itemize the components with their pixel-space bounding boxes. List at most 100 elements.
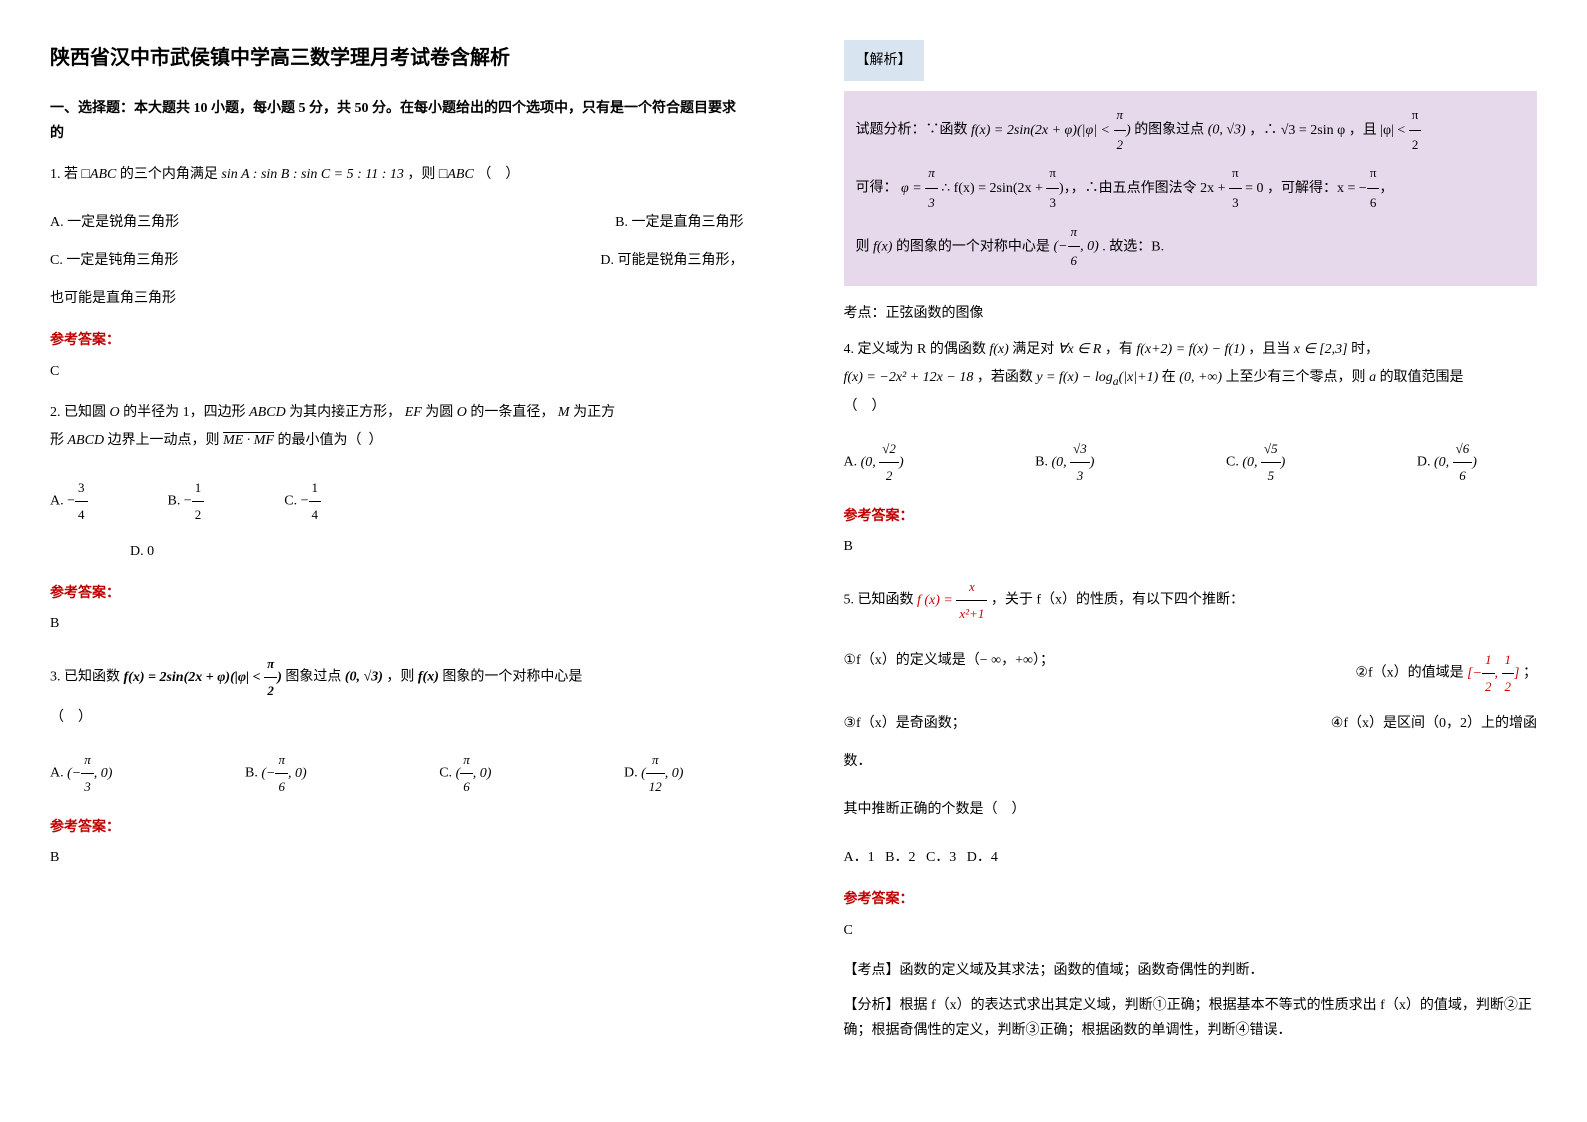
optC-label: C. [1226,455,1239,470]
q2-optB-label: B. [168,493,181,508]
q5-s1: 5. 已知函数 [844,593,914,608]
q4-int: (0, +∞) [1179,370,1222,385]
optA-label: A. [844,455,858,470]
q3-answer: B [50,845,744,870]
q1-stem: ，则 [407,167,435,182]
optD-label: D. [624,766,638,781]
question-4: 4. 定义域为 R 的偶函数 f(x) 满足对 ∀x ∈ R ，有 f(x+2)… [844,336,1538,489]
q5-s2: ，关于 f（x）的性质，有以下四个推断： [991,593,1244,608]
q1-optD: D. 可能是锐角三角形， [600,247,743,275]
q2-stem: 边界上一动点，则 [108,433,220,448]
q4-s1: 4. 定义域为 R 的偶函数 [844,342,986,357]
q2-MEMF: ME · MF [223,433,274,448]
answer-label: 参考答案： [50,581,744,606]
q2-stem: 形 [50,433,64,448]
q2-stem: 的半径为 1，四边形 [123,405,246,420]
optB-label: B. [1035,455,1048,470]
answer-label: 参考答案： [50,328,744,353]
q2-optA-label: A. [50,493,64,508]
q5-i2p: ②f（x）的值域是 [1355,666,1463,681]
q2-stem: 为其内接正方形， [289,405,401,420]
q2-stem: 为正方 [573,405,615,420]
q4-fx: f(x) [989,342,1008,357]
ana-fx: f(x) [873,239,892,254]
analysis-content: 试题分析：∵函数 f(x) = 2sin(2x + φ)(|φ| < π2) 的… [844,91,1538,286]
q5-opts: A．1 B．2 C．3 D．4 [844,844,1538,872]
q5-point: 【考点】函数的定义域及其求法；函数的值域；函数奇偶性的判断． [844,958,1538,983]
answer-label: 参考答案： [844,887,1538,912]
analysis-label: 【解析】 [844,40,924,81]
question-2: 2. 已知圆 O 的半径为 1，四边形 ABCD 为其内接正方形， EF 为圆 … [50,399,744,566]
q5-i4b: 数． [844,748,1538,776]
question-1: 1. 若 □ABC 的三个内角满足 sin A : sin B : sin C … [50,161,744,313]
q5-i3: ③f（x）是奇函数； [844,710,966,738]
ana-l3m: 的图象的一个对称中心是 [896,239,1050,254]
q4-eq1: f(x+2) = f(x) − f(1) [1136,342,1244,357]
ana-l2: 可得： [856,181,898,196]
q4-s2: 满足对 [1012,342,1054,357]
q3-stem: ，则 [386,670,414,685]
q2-answer: B [50,611,744,636]
q4-forall: ∀x ∈ R [1058,342,1102,357]
question-3: 3. 已知函数 f(x) = 2sin(2x + φ)(|φ| < π2) 图象… [50,651,744,800]
q2-stem: 为圆 [425,405,453,420]
q4-fxdef: f(x) = −2x² + 12x − 18 [844,370,974,385]
q3-stem5: （ ） [50,704,744,732]
q2-EF: EF [405,405,422,420]
q4-s7: 在 [1162,370,1176,385]
ana-l1: 试题分析：∵函数 [856,123,968,138]
q2-ABCD2: ABCD [68,433,105,448]
q2-optD-val: 0 [147,544,154,559]
q3-stem: 图象过点 [285,670,341,685]
page-title: 陕西省汉中市武侯镇中学高三数学理月考试卷含解析 [50,40,744,76]
ana-l1m: 的图象过点 [1134,123,1204,138]
q4-s8: 上至少有三个零点，则 [1226,370,1366,385]
q1-ratio: sin A : sin B : sin C = 5 : 11 : 13 [221,167,404,182]
ana-l3p: . 故选：B. [1102,239,1164,254]
ana-l3: 则 [856,239,870,254]
q3-stem: 图象的一个对称中心是 [442,670,582,685]
question-5: 5. 已知函数 f (x) = xx²+1 ，关于 f（x）的性质，有以下四个推… [844,574,1538,872]
exam-point-1: 考点：正弦函数的图像 [844,301,1538,326]
q4-s10: （ ） [844,393,1538,421]
optD-label: D. [1417,455,1431,470]
q4-s6: ，若函数 [977,370,1033,385]
q3-fx: f(x) [418,670,439,685]
q1-optB: B. 一定是直角三角形 [615,209,743,237]
q1-stem: 1. 若 [50,167,78,182]
q2-M: M [558,405,570,420]
q1-optA: A. 一定是锐角三角形 [50,209,179,237]
q5-i4: ④f（x）是区间（0，2）上的增函 [1331,710,1537,738]
q5-s3: 其中推断正确的个数是（ ） [844,796,1538,824]
q4-s5: 时， [1351,342,1379,357]
q5-analysis: 【分析】根据 f（x）的表达式求出其定义域，判断①正确；根据基本不等式的性质求出… [844,993,1538,1043]
optC-label: C. [439,766,452,781]
q5-i1: ①f（x）的定义域是（− ∞，+∞）； [844,647,1054,700]
q4-a: a [1369,370,1376,385]
section-header: 一、选择题：本大题共 10 小题，每小题 5 分，共 50 分。在每小题给出的四… [50,96,744,146]
optA-label: A. [50,766,64,781]
answer-label: 参考答案： [844,504,1538,529]
q2-optC-label: C. [284,493,297,508]
q2-optD-label: D. [130,544,144,559]
q2-stem: 的一条直径， [470,405,554,420]
q1-stem: 的三个内角满足 [120,167,218,182]
q2-ABCD: ABCD [249,405,286,420]
q1-triangle: □ABC [82,167,117,182]
q5-i2e: ； [1523,666,1537,681]
q1-answer: C [50,359,744,384]
q1-triangle2: □ABC [439,167,474,182]
q1-stem: （ ） [477,167,519,182]
q5-answer: C [844,918,1538,943]
q4-s4: ，且当 [1248,342,1290,357]
q4-s9: 的取值范围是 [1380,370,1464,385]
optB-label: B. [245,766,258,781]
q4-s3: ，有 [1105,342,1133,357]
q2-O2: O [457,405,467,420]
q2-O: O [110,405,120,420]
q2-stem: 的最小值为（ ） [278,433,383,448]
q4-range: x ∈ [2,3] [1294,342,1348,357]
answer-label: 参考答案： [50,815,744,840]
q4-answer: B [844,534,1538,559]
q1-optD2: 也可能是直角三角形 [50,285,744,313]
